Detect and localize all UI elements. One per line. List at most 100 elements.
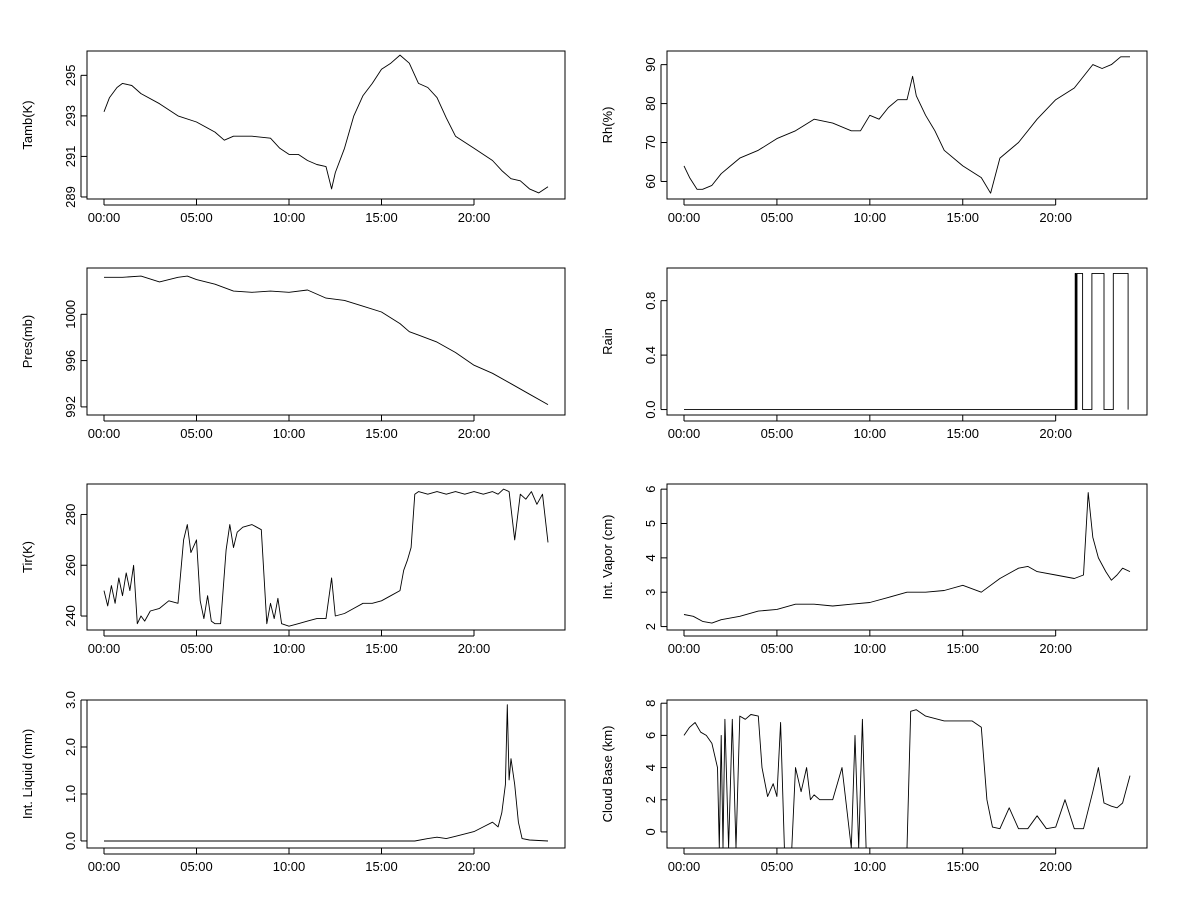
y-tick-label: 260 (63, 554, 78, 576)
series-line (104, 275, 549, 405)
y-tick-label: 3 (643, 589, 658, 596)
y-tick-label: 3.0 (63, 691, 78, 709)
y-tick-label: 70 (643, 135, 658, 149)
x-tick-label: 00:00 (668, 210, 701, 225)
x-tick-label: 05:00 (761, 859, 794, 874)
plot-frame (666, 483, 1148, 631)
y-tick-label: 0 (643, 828, 658, 835)
plot-frame (666, 267, 1148, 416)
chart-panel-6: 00:00 05:00 10:00 15:00 20:00 2 3 4 5 6 Int. Vapor… (600, 483, 1148, 656)
x-tick-label: 15:00 (946, 859, 979, 874)
y-tick-label: 992 (63, 396, 78, 418)
chart-panel-3: 00:00 05:00 10:00 15:00 20:00 992 996 1000 Pres(… (20, 267, 566, 441)
x-tick-label: 10:00 (273, 210, 306, 225)
x-axis: 00:00 05:00 10:00 15:00 20:00 (88, 848, 491, 874)
y-tick-label: 280 (63, 504, 78, 526)
x-tick-label: 00:00 (88, 426, 121, 441)
x-tick-label: 00:00 (668, 426, 701, 441)
y-axis-title: Tamb(K) (20, 100, 35, 149)
x-tick-label: 15:00 (946, 426, 979, 441)
x-axis: 00:00 05:00 10:00 15:00 20:00 (88, 415, 491, 441)
x-axis: 00:00 05:00 10:00 15:00 20:00 (668, 848, 1072, 874)
x-tick-label: 05:00 (761, 210, 794, 225)
x-tick-label: 10:00 (273, 641, 306, 656)
x-tick-label: 05:00 (180, 641, 213, 656)
chart-panel-7: 00:00 05:00 10:00 15:00 20:00 0.0 1.0 2.0 3.0 Int… (20, 691, 566, 874)
y-tick-label: 2 (643, 623, 658, 630)
x-tick-label: 20:00 (458, 641, 491, 656)
y-axis-title: Pres(mb) (20, 315, 35, 368)
y-tick-label: 0.0 (63, 832, 78, 850)
y-tick-label: 996 (63, 350, 78, 372)
y-tick-label: 293 (63, 105, 78, 127)
x-tick-label: 15:00 (946, 641, 979, 656)
y-tick-label: 60 (643, 174, 658, 188)
y-tick-label: 0.4 (643, 346, 658, 364)
series-line (683, 492, 1131, 624)
plot-frame (86, 483, 566, 631)
y-tick-label: 8 (643, 700, 658, 707)
series-line (684, 272, 1129, 411)
x-tick-label: 10:00 (854, 641, 887, 656)
chart-panel-4: 00:00 05:00 10:00 15:00 20:00 0.0 0.4 0.8 Rain (600, 267, 1148, 441)
x-tick-label: 15:00 (365, 641, 398, 656)
x-axis: 00:00 05:00 10:00 15:00 20:00 (88, 199, 491, 225)
x-tick-label: 10:00 (854, 210, 887, 225)
x-tick-label: 05:00 (761, 641, 794, 656)
plot-frame (86, 267, 566, 416)
x-tick-label: 20:00 (1039, 210, 1072, 225)
x-axis: 00:00 05:00 10:00 15:00 20:00 (88, 630, 491, 656)
x-tick-label: 05:00 (180, 859, 213, 874)
y-axis: 289 291 293 295 (63, 64, 87, 208)
x-tick-label: 20:00 (458, 859, 491, 874)
y-tick-label: 240 (63, 605, 78, 627)
y-axis: 0 2 4 6 8 (643, 700, 667, 836)
y-tick-label: 1.0 (63, 785, 78, 803)
y-axis: 992 996 1000 (63, 300, 87, 418)
y-axis: 0.0 0.4 0.8 (643, 292, 667, 419)
x-tick-label: 10:00 (854, 426, 887, 441)
plot-frame (86, 699, 566, 849)
y-tick-label: 289 (63, 186, 78, 208)
y-axis: 60 70 80 90 (643, 57, 667, 189)
y-tick-label: 0.8 (643, 292, 658, 310)
series-line (683, 56, 1130, 194)
x-tick-label: 20:00 (458, 426, 491, 441)
chart-panel-8: 00:00 05:00 10:00 15:00 20:00 0 2 4 6 8 Cloud Base… (600, 699, 1148, 874)
x-tick-label: 00:00 (668, 859, 701, 874)
y-tick-label: 1000 (63, 300, 78, 329)
y-tick-label: 4 (643, 554, 658, 561)
y-tick-label: 6 (643, 732, 658, 739)
x-tick-label: 05:00 (761, 426, 794, 441)
x-axis: 00:00 05:00 10:00 15:00 20:00 (668, 415, 1072, 441)
series-line (683, 709, 1131, 849)
y-tick-label: 6 (643, 486, 658, 493)
plot-frame (666, 699, 1148, 849)
x-tick-label: 10:00 (854, 859, 887, 874)
y-axis-title: Rain (600, 328, 615, 355)
x-tick-label: 15:00 (365, 426, 398, 441)
y-tick-label: 295 (63, 64, 78, 86)
y-axis: 240 260 280 (63, 504, 87, 627)
y-axis-title: Tir(K) (20, 541, 35, 573)
chart-panel-5: 00:00 05:00 10:00 15:00 20:00 240 260 280 Tir(K) (20, 483, 566, 656)
x-tick-label: 00:00 (88, 859, 121, 874)
x-tick-label: 20:00 (1039, 641, 1072, 656)
y-tick-label: 0.0 (643, 401, 658, 419)
y-tick-label: 80 (643, 96, 658, 110)
plot-frame (666, 50, 1148, 200)
y-tick-label: 291 (63, 146, 78, 168)
y-axis-title: Int. Vapor (cm) (600, 514, 615, 599)
x-tick-label: 10:00 (273, 859, 306, 874)
y-axis: 2 3 4 5 6 (643, 486, 667, 630)
series-line (103, 54, 549, 194)
series-line (103, 488, 549, 627)
x-tick-label: 20:00 (1039, 859, 1072, 874)
y-tick-label: 90 (643, 57, 658, 71)
x-tick-label: 10:00 (273, 426, 306, 441)
y-tick-label: 4 (643, 764, 658, 771)
chart-panel-2: 00:00 05:00 10:00 15:00 20:00 60 70 80 90 Rh(%) (600, 50, 1148, 225)
y-axis-title: Cloud Base (km) (600, 726, 615, 823)
x-tick-label: 20:00 (458, 210, 491, 225)
